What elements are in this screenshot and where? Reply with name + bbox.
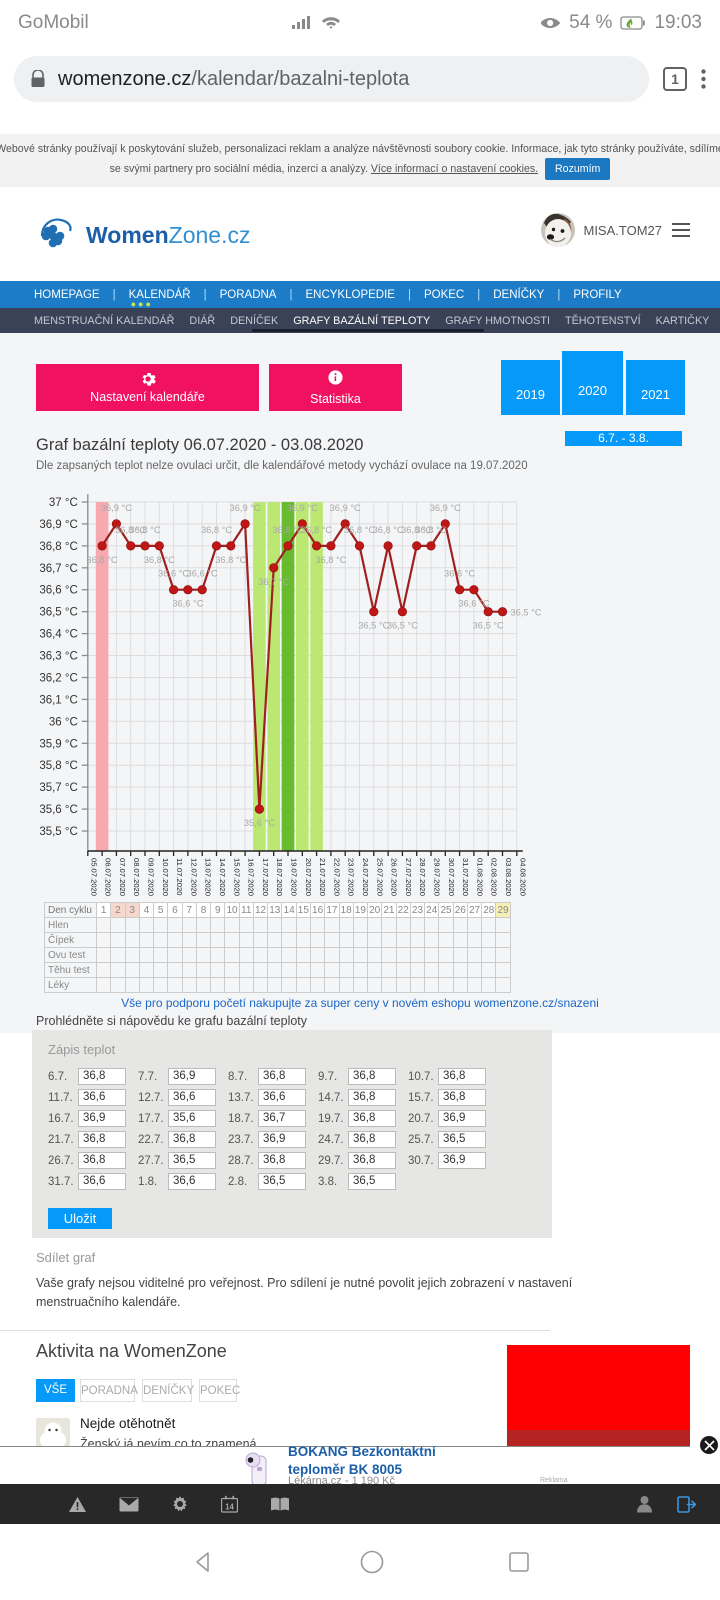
svg-text:36,5 °C: 36,5 °C xyxy=(511,608,542,618)
svg-text:04.08.2020: 04.08.2020 xyxy=(518,858,527,896)
svg-text:36,8 °C: 36,8 °C xyxy=(344,525,375,535)
svg-text:23.07.2020: 23.07.2020 xyxy=(347,858,356,896)
svg-text:35,9 °C: 35,9 °C xyxy=(39,738,77,750)
svg-text:36,4 °C: 36,4 °C xyxy=(39,629,77,641)
svg-text:36,6 °C: 36,6 °C xyxy=(158,569,189,579)
svg-text:05.07.2020: 05.07.2020 xyxy=(89,858,98,896)
svg-text:12.07.2020: 12.07.2020 xyxy=(189,858,198,896)
svg-text:36 °C: 36 °C xyxy=(49,716,78,728)
svg-text:24.07.2020: 24.07.2020 xyxy=(361,858,370,896)
svg-text:36,1 °C: 36,1 °C xyxy=(39,694,77,706)
svg-text:36,8 °C: 36,8 °C xyxy=(87,555,118,565)
svg-text:14: 14 xyxy=(225,1503,234,1512)
svg-text:20.07.2020: 20.07.2020 xyxy=(304,858,313,896)
svg-text:09.07.2020: 09.07.2020 xyxy=(147,858,156,896)
svg-text:11.07.2020: 11.07.2020 xyxy=(175,858,184,895)
svg-text:21.07.2020: 21.07.2020 xyxy=(318,858,327,896)
svg-text:36,8 °C: 36,8 °C xyxy=(373,525,404,535)
svg-text:17.07.2020: 17.07.2020 xyxy=(261,858,270,896)
svg-text:15.07.2020: 15.07.2020 xyxy=(232,858,241,896)
svg-text:28.07.2020: 28.07.2020 xyxy=(418,858,427,896)
svg-text:36,7 °C: 36,7 °C xyxy=(39,563,77,575)
svg-text:36,9 °C: 36,9 °C xyxy=(230,503,261,513)
svg-text:31.07.2020: 31.07.2020 xyxy=(461,858,470,896)
svg-text:35,6 °C: 35,6 °C xyxy=(244,818,275,828)
svg-text:13.07.2020: 13.07.2020 xyxy=(204,858,213,896)
svg-text:02.08.2020: 02.08.2020 xyxy=(490,858,499,896)
svg-text:36,7 °C: 36,7 °C xyxy=(258,577,289,587)
svg-text:36,8 °C: 36,8 °C xyxy=(301,525,332,535)
svg-text:36,8 °C: 36,8 °C xyxy=(272,525,303,535)
svg-text:36,9 °C: 36,9 °C xyxy=(101,503,132,513)
svg-text:36,5 °C: 36,5 °C xyxy=(39,607,77,619)
svg-text:14.07.2020: 14.07.2020 xyxy=(218,858,227,896)
svg-text:37 °C: 37 °C xyxy=(49,497,78,509)
svg-text:36,8 °C: 36,8 °C xyxy=(39,541,77,553)
svg-text:36,8 °C: 36,8 °C xyxy=(315,555,346,565)
svg-text:35,7 °C: 35,7 °C xyxy=(39,782,77,794)
svg-text:08.07.2020: 08.07.2020 xyxy=(132,858,141,896)
svg-text:03.08.2020: 03.08.2020 xyxy=(504,858,513,896)
svg-text:36,3 °C: 36,3 °C xyxy=(39,651,77,663)
svg-text:19.07.2020: 19.07.2020 xyxy=(290,858,299,896)
svg-text:36,8 °C: 36,8 °C xyxy=(201,525,232,535)
svg-text:01.08.2020: 01.08.2020 xyxy=(475,858,484,896)
svg-text:26.07.2020: 26.07.2020 xyxy=(390,858,399,896)
svg-text:35,5 °C: 35,5 °C xyxy=(39,826,77,838)
svg-text:36,6 °C: 36,6 °C xyxy=(187,569,218,579)
svg-text:30.07.2020: 30.07.2020 xyxy=(447,858,456,896)
svg-text:36,9 °C: 36,9 °C xyxy=(330,503,361,513)
svg-text:36,9 °C: 36,9 °C xyxy=(287,503,318,513)
svg-text:36,9 °C: 36,9 °C xyxy=(39,519,77,531)
svg-text:07.07.2020: 07.07.2020 xyxy=(118,858,127,896)
svg-text:36,8 °C: 36,8 °C xyxy=(215,555,246,565)
svg-text:36,2 °C: 36,2 °C xyxy=(39,673,77,685)
svg-text:36,5 °C: 36,5 °C xyxy=(358,621,389,631)
svg-text:25.07.2020: 25.07.2020 xyxy=(375,858,384,896)
svg-text:18.07.2020: 18.07.2020 xyxy=(275,858,284,896)
svg-text:10.07.2020: 10.07.2020 xyxy=(161,858,170,896)
svg-text:29.07.2020: 29.07.2020 xyxy=(433,858,442,896)
svg-text:36,8 °C: 36,8 °C xyxy=(415,525,446,535)
svg-text:22.07.2020: 22.07.2020 xyxy=(332,858,341,896)
svg-text:36,6 °C: 36,6 °C xyxy=(39,585,77,597)
svg-text:35,6 °C: 35,6 °C xyxy=(39,804,77,816)
svg-text:36,6 °C: 36,6 °C xyxy=(172,599,203,609)
svg-text:36,8 °C: 36,8 °C xyxy=(144,555,175,565)
svg-text:36,5 °C: 36,5 °C xyxy=(387,621,418,631)
svg-text:36,8 °C: 36,8 °C xyxy=(129,525,160,535)
svg-text:36,5 °C: 36,5 °C xyxy=(473,621,504,631)
svg-text:27.07.2020: 27.07.2020 xyxy=(404,858,413,896)
svg-text:36,6 °C: 36,6 °C xyxy=(458,599,489,609)
svg-text:36,6 °C: 36,6 °C xyxy=(444,569,475,579)
svg-text:06.07.2020: 06.07.2020 xyxy=(104,858,113,896)
svg-text:36,9 °C: 36,9 °C xyxy=(430,503,461,513)
svg-text:16.07.2020: 16.07.2020 xyxy=(247,858,256,896)
svg-text:35,8 °C: 35,8 °C xyxy=(39,760,77,772)
